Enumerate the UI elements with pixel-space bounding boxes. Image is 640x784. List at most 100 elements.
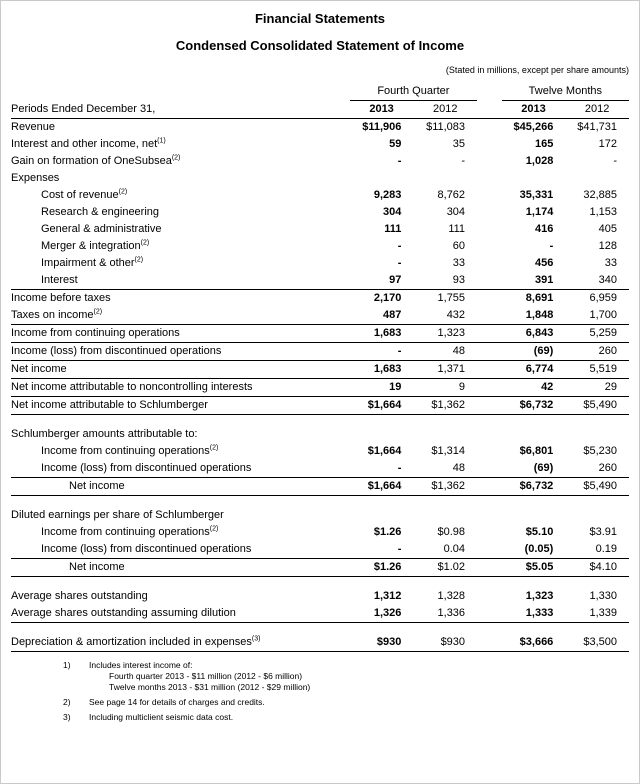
table-row: Interest and other income, net(1) 59 35 165… [11,136,629,153]
value-cell: 9,283 [373,189,402,201]
column-gap [477,204,502,221]
value-cell: 111 [448,223,466,235]
value-cell: 1,683 [349,324,414,343]
column-gap [477,119,502,137]
column-gap [477,221,502,238]
row-label: Gain on formation of OneSubsea(2) [11,154,181,167]
value-cell: 35,331 [519,189,554,201]
column-gap [477,524,502,541]
value-cell: (0.05) [501,541,566,559]
column-gap [477,634,502,652]
value-cell: $930 [413,634,478,652]
twelve-months-header: Twelve Months [501,83,629,101]
column-gap [477,477,502,496]
table-row: Depreciation & amortization included in … [11,634,629,652]
table-row: Average shares outstanding 1,312 1,328 1,32… [11,588,629,605]
table-row: Taxes on income(2) 487 432 1,848 1,700 [11,307,629,325]
financial-statement-page: Financial Statements Condensed Consolida… [11,11,629,723]
row-label: Net income [11,477,350,496]
table-row: Impairment & other(2) - 33 456 33 [11,255,629,272]
footnote-ref: (2) [134,256,144,264]
page-title: Financial Statements [254,11,386,26]
value-cell: 97 [349,272,414,290]
year-header-row: Periods Ended December 31, 2013 2012 201… [11,100,629,119]
value-cell: 1,312 [373,590,402,602]
value-cell: $5,230 [583,445,617,457]
fourth-quarter-header: Fourth Quarter [349,83,478,101]
column-gap [477,272,502,290]
value-cell: $5,490 [565,477,629,496]
row-label: Average shares outstanding [11,590,148,602]
value-cell: $1,314 [431,445,466,457]
units-note: (Stated in millions, except per share am… [445,65,629,75]
value-cell: $930 [349,634,414,652]
row-label: Interest [11,272,350,290]
spacer-row [11,496,629,508]
value-cell: $5,490 [565,396,629,415]
value-cell: 304 [446,206,466,218]
value-cell: 405 [598,223,617,235]
value-cell: 1,028 [525,155,554,167]
table-row: Income from continuing operations(2) $1,6… [11,443,629,460]
row-label: Net income attributable to Schlumberger [11,396,350,415]
income-table-body: Revenue $11,906 $11,083 $45,266 $41,731 Inter… [11,119,629,652]
table-row: Gain on formation of OneSubsea(2) - - 1,028… [11,153,629,170]
column-gap [477,558,502,577]
table-row: Income before taxes 2,170 1,755 8,691 6,959 [11,290,629,308]
value-cell: $1.26 [349,558,414,577]
value-cell: - [397,257,402,269]
footnote-line: Includes interest income of: [89,660,193,670]
value-cell: (69) [501,460,566,478]
value-cell: 1,330 [589,590,617,602]
row-label: Income (loss) from discontinued operatio… [11,342,350,361]
value-cell: 19 [349,378,414,397]
footnote-ref: (3) [251,635,261,643]
value-cell: 487 [349,307,414,325]
row-label: Cost of revenue(2) [41,188,128,201]
value-cell: $1.26 [373,526,402,538]
footnote-ref: (2) [140,239,150,247]
column-gap [477,378,502,397]
value-cell: $1,362 [413,396,478,415]
table-row: Net income attributable to Schlumberger $… [11,396,629,415]
value-cell: 6,843 [501,324,566,343]
row-label: Depreciation & amortization included in … [11,634,350,652]
row-label: Average shares outstanding assuming dilu… [11,605,350,623]
row-label: Income (loss) from discontinued operatio… [11,460,350,478]
value-cell: 1,848 [501,307,566,325]
value-cell: 1,153 [589,206,617,218]
value-cell: 260 [565,342,629,361]
value-cell: 8,691 [525,292,554,304]
row-label: Expenses [11,172,60,184]
footnote-number: 3) [63,712,71,722]
spacer-row [11,415,629,427]
row-label: Taxes on income(2) [11,307,350,325]
column-gap [477,307,502,325]
value-cell: 8,762 [437,189,466,201]
value-cell: - [349,541,414,559]
value-cell: 1,323 [525,590,554,602]
value-cell: 48 [413,460,478,478]
table-row: Interest 97 93 391 340 [11,272,629,290]
footnote: 2) See page 14 for details of charges and… [63,697,629,708]
year-header-q4-2012: 2012 [413,100,478,119]
value-cell: $1.02 [413,558,478,577]
row-label: Income from continuing operations(2) [41,444,219,457]
value-cell: 1,336 [413,605,478,623]
value-cell: - [397,155,402,167]
value-cell: $1,664 [367,445,402,457]
column-gap [477,238,502,255]
column-gap [477,360,502,379]
column-gap [477,153,502,170]
income-statement-table: Fourth Quarter Twelve Months Periods End… [11,83,629,652]
value-cell: 33 [452,257,466,269]
value-cell: 1,174 [525,206,554,218]
year-header-q4-2013: 2013 [349,100,414,119]
row-label: Impairment & other(2) [41,256,144,269]
section-row: Expenses [11,170,629,187]
footnote-ref: (2) [209,525,219,533]
value-cell: 29 [565,378,629,397]
column-gap [477,443,502,460]
value-cell: $0.98 [437,526,466,538]
value-cell: 6,774 [501,360,566,379]
